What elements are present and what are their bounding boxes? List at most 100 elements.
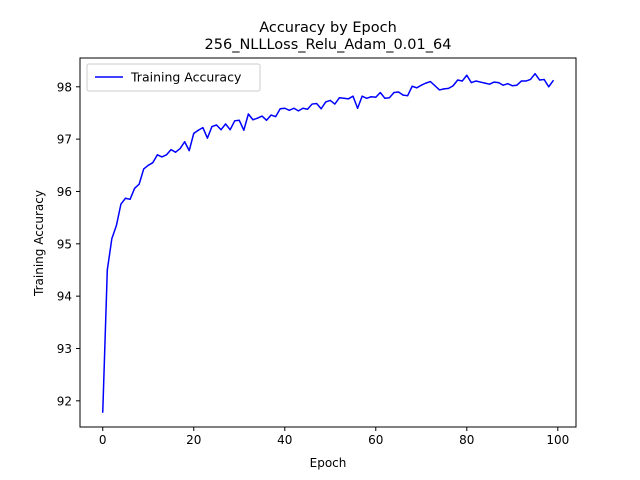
data-point — [457, 79, 459, 81]
data-point — [543, 78, 545, 81]
data-point — [165, 154, 168, 156]
y-tick-label: 95 — [57, 237, 72, 251]
data-point — [447, 87, 450, 89]
y-tick-label: 93 — [57, 342, 72, 356]
data-point — [275, 116, 277, 118]
data-point — [129, 198, 131, 200]
legend-box — [86, 63, 261, 92]
data-point — [334, 103, 336, 105]
data-point — [284, 107, 286, 109]
data-point — [375, 96, 377, 98]
y-tick-label: 92 — [57, 394, 72, 408]
data-point — [393, 91, 395, 94]
plot-frame — [79, 57, 577, 428]
data-point — [461, 80, 463, 82]
plot-area — [80, 58, 576, 427]
data-point — [311, 103, 313, 105]
data-point — [343, 97, 345, 99]
data-point — [507, 83, 509, 85]
data-point — [443, 88, 445, 90]
y-tick-label: 96 — [57, 185, 72, 199]
series-line-training-accuracy — [102, 72, 554, 413]
data-point — [361, 95, 363, 97]
y-tick-label: 94 — [57, 290, 72, 304]
data-point — [520, 80, 522, 82]
x-axis-label: Epoch — [310, 456, 347, 470]
data-point — [288, 109, 290, 111]
data-point — [193, 132, 195, 134]
data-point — [379, 91, 381, 94]
data-point — [516, 84, 518, 86]
data-point — [211, 125, 213, 128]
data-point — [366, 97, 368, 99]
plot-background — [80, 58, 576, 427]
data-point — [411, 85, 413, 87]
data-point — [102, 411, 104, 413]
data-point — [161, 156, 163, 158]
data-point — [261, 115, 263, 117]
y-axis-ticks: 92 93 94 95 96 97 98 — [57, 80, 80, 408]
data-point — [206, 137, 209, 139]
data-point — [256, 117, 259, 119]
y-tick-label: 98 — [57, 80, 72, 94]
legend: Training Accuracy — [86, 63, 261, 92]
data-point — [306, 108, 309, 110]
data-point — [452, 85, 454, 87]
data-point — [548, 86, 550, 88]
data-point — [179, 147, 181, 150]
data-point — [120, 203, 122, 205]
data-point — [320, 108, 322, 110]
data-point — [475, 80, 477, 82]
data-point — [470, 82, 472, 84]
data-point — [270, 114, 272, 116]
data-point — [234, 120, 236, 122]
data-point — [115, 224, 117, 227]
data-point — [252, 119, 254, 121]
x-tick-label: 0 — [99, 433, 107, 447]
data-point — [534, 73, 536, 75]
x-axis-ticks: 0 20 40 60 80 100 — [99, 427, 569, 447]
x-tick-label: 80 — [459, 433, 474, 447]
x-tick-label: 40 — [277, 433, 292, 447]
data-point — [138, 183, 140, 185]
data-point — [325, 101, 327, 103]
data-point — [552, 79, 554, 82]
x-tick-label: 100 — [546, 433, 569, 447]
data-point — [420, 84, 422, 86]
data-point — [243, 129, 245, 131]
data-point — [134, 187, 136, 189]
data-point — [484, 82, 486, 84]
data-point — [338, 97, 340, 99]
data-point — [493, 81, 495, 83]
data-point — [479, 81, 482, 83]
data-point — [147, 164, 149, 166]
data-point — [152, 162, 154, 164]
data-point — [316, 102, 318, 105]
x-tick-label: 60 — [368, 433, 383, 447]
data-point — [124, 197, 127, 199]
data-point — [407, 95, 409, 97]
data-point — [425, 82, 427, 84]
data-point — [434, 85, 436, 87]
data-point — [488, 83, 491, 85]
data-point — [293, 107, 295, 109]
data-point — [384, 97, 386, 99]
data-point — [229, 129, 231, 131]
data-point — [184, 141, 186, 143]
data-point — [188, 150, 190, 152]
data-point — [370, 96, 372, 98]
data-point — [466, 74, 468, 76]
data-point — [279, 108, 281, 110]
data-point — [438, 89, 441, 91]
data-point — [302, 107, 304, 109]
data-point — [297, 110, 300, 112]
data-point — [429, 80, 431, 83]
data-point — [170, 149, 172, 151]
data-point — [143, 168, 145, 170]
data-point — [388, 97, 391, 99]
data-point — [402, 94, 404, 96]
data-point — [397, 91, 400, 93]
data-point — [525, 80, 527, 82]
y-tick-label: 97 — [57, 133, 72, 147]
